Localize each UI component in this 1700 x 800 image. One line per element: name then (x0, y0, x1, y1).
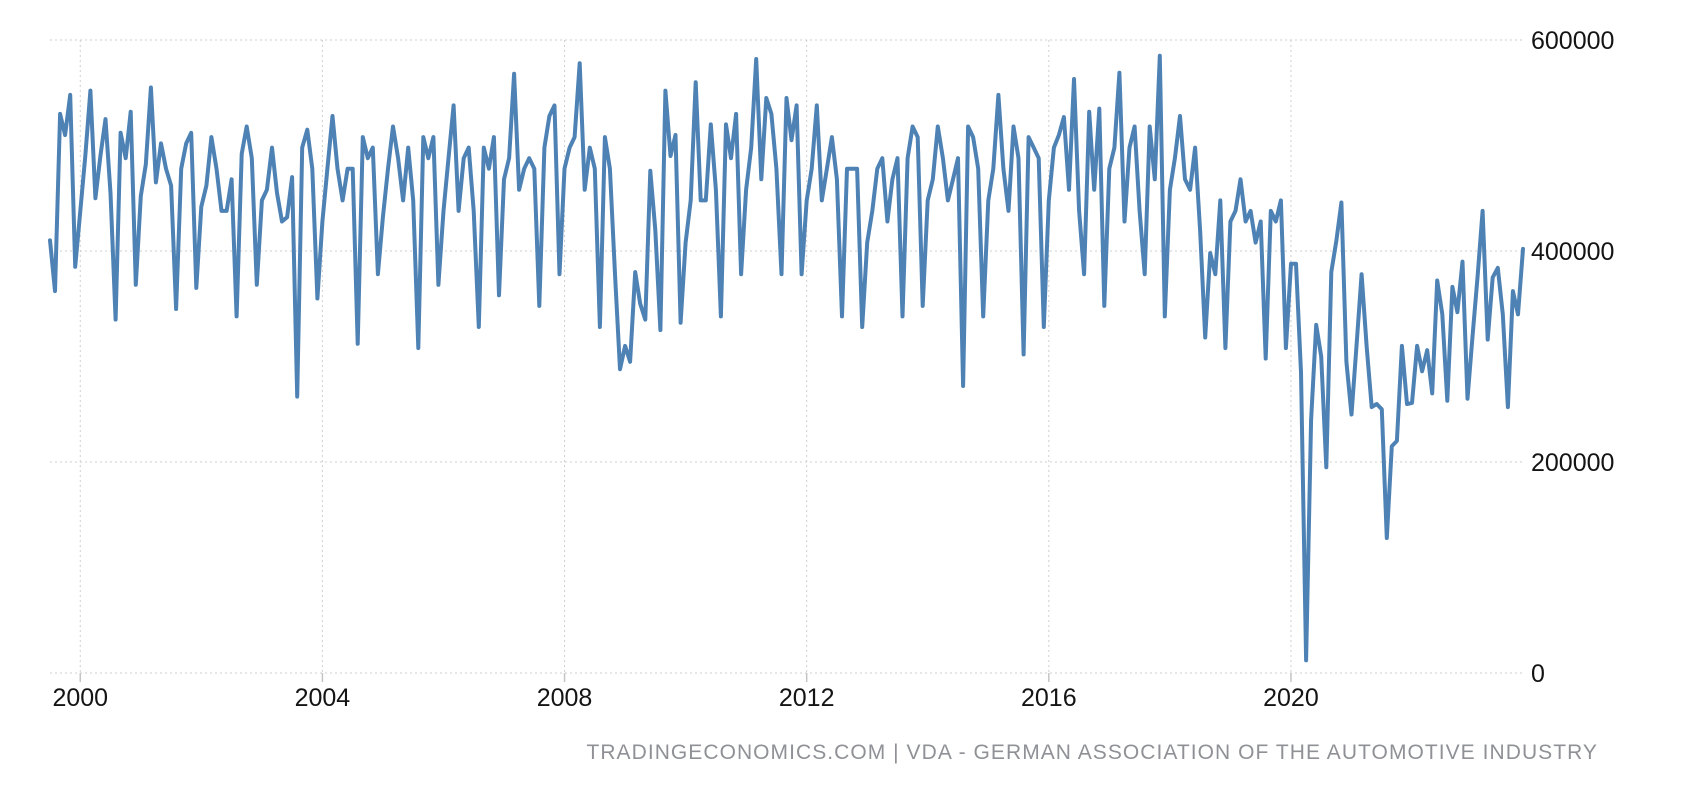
y-axis-tick-label: 600000 (1531, 27, 1614, 55)
x-axis-tick-label: 2016 (1021, 684, 1077, 712)
x-axis-tick-label: 2000 (52, 684, 108, 712)
x-axis-tick-label: 2012 (779, 684, 835, 712)
car-production-line-series[interactable] (48, 53, 1525, 663)
y-axis-tick-label: 0 (1531, 660, 1545, 688)
x-axis-tick-label: 2008 (537, 684, 593, 712)
x-axis-tick-label: 2004 (295, 684, 351, 712)
x-axis-tick-label: 2020 (1263, 684, 1319, 712)
y-axis-tick-label: 200000 (1531, 449, 1614, 477)
y-axis-tick-label: 400000 (1531, 238, 1614, 266)
chart-attribution: TRADINGECONOMICS.COM | VDA - GERMAN ASSO… (586, 741, 1598, 764)
